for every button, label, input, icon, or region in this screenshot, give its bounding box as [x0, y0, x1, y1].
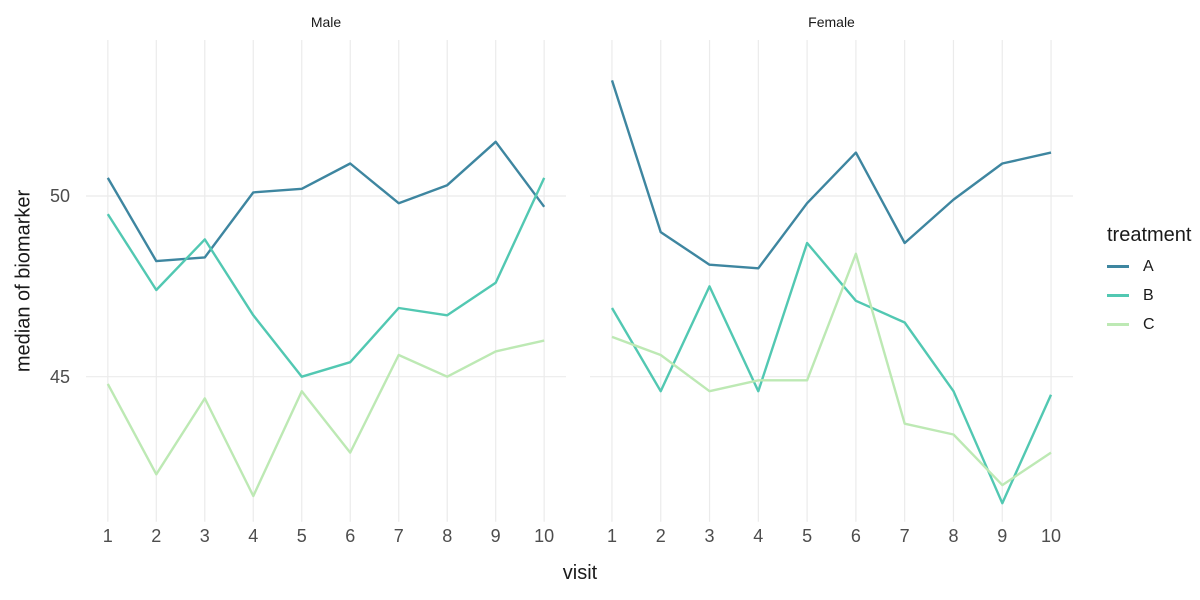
legend-row-c: C	[1107, 310, 1191, 339]
series-line-b-male	[106, 177, 546, 378]
legend-label-b: B	[1143, 286, 1154, 304]
x-tick-label-female-2: 2	[655, 526, 666, 546]
x-tick-label-male-1: 1	[102, 526, 113, 546]
legend-key-line-a	[1107, 265, 1129, 268]
facet-strip-female: Female	[808, 14, 855, 30]
series-line-a-male	[106, 140, 546, 263]
legend-row-a: A	[1107, 252, 1191, 281]
x-tick-label-female-8: 8	[948, 526, 959, 546]
series-line-c-male	[106, 339, 545, 498]
y-tick-label-45: 45	[49, 366, 70, 387]
x-tick-label-male-4: 4	[248, 526, 259, 546]
x-tick-label-female-7: 7	[899, 526, 910, 546]
series-line-c-female	[611, 252, 1052, 487]
x-tick-label-male-9: 9	[490, 526, 501, 546]
legend-title: treatment	[1107, 224, 1192, 246]
x-tick-label-female-10: 10	[1041, 526, 1062, 546]
y-tick-label-50: 50	[49, 186, 70, 206]
x-tick-label-female-4: 4	[753, 526, 764, 546]
x-tick-label-male-5: 5	[296, 526, 307, 546]
x-tick-label-male-10: 10	[534, 526, 555, 546]
facet-strip-male: Male	[310, 14, 342, 30]
legend-row-b: B	[1107, 281, 1191, 310]
x-tick-label-female-6: 6	[850, 526, 861, 546]
y-axis-title: median of biomarker	[12, 189, 35, 373]
legend-label-c: C	[1143, 315, 1155, 333]
x-tick-label-male-3: 3	[199, 526, 210, 546]
x-tick-label-male-7: 7	[393, 526, 404, 546]
x-axis-title: visit	[562, 562, 598, 584]
x-tick-label-female-5: 5	[802, 526, 813, 546]
x-tick-label-female-9: 9	[997, 526, 1008, 546]
legend-key-line-b	[1107, 294, 1129, 297]
legend-key-line-c	[1107, 323, 1129, 326]
x-tick-label-female-3: 3	[704, 526, 715, 546]
legend-label-a: A	[1143, 257, 1154, 275]
x-tick-label-male-2: 2	[151, 526, 162, 546]
series-line-b-female	[610, 241, 1053, 505]
x-tick-label-female-1: 1	[606, 526, 617, 546]
series-line-a-female	[610, 80, 1052, 270]
x-tick-label-male-8: 8	[442, 526, 453, 546]
x-tick-label-male-6: 6	[345, 526, 356, 546]
